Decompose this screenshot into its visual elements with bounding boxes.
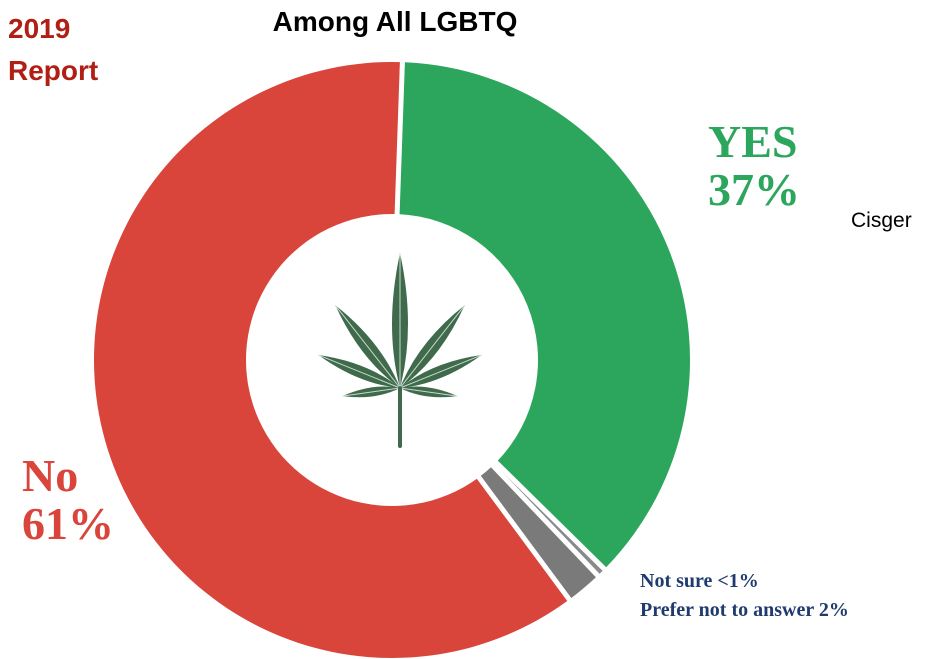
leaflet-vein	[399, 387, 458, 397]
minor-slices-label: Not sure <1% Prefer not to answer 2%	[640, 567, 849, 625]
no-label: No 61%	[22, 452, 114, 548]
slice-separator	[492, 459, 608, 573]
slice-no	[94, 62, 568, 658]
no-label-value: 61%	[22, 498, 114, 549]
leaflet-vein	[399, 354, 482, 389]
chart-title: Among All LGBTQ	[272, 6, 518, 37]
leaflet-vein	[399, 304, 466, 389]
slice-separator	[489, 462, 601, 579]
not-sure-label: Not sure <1%	[640, 570, 759, 592]
slice-yes	[398, 62, 691, 568]
prefer-not-label: Prefer not to answer 2%	[640, 599, 849, 621]
slice-separator	[475, 474, 573, 603]
yes-label: YES 37%	[708, 118, 800, 214]
leaflet-vein	[342, 387, 401, 397]
cannabis-leaf-icon	[318, 253, 482, 448]
donut-slices	[94, 60, 691, 658]
slice-not-sure	[493, 463, 603, 574]
side-note-text: Cisger	[851, 209, 912, 232]
report-year-label: 2019 Report	[8, 8, 98, 92]
slice-separator	[394, 60, 405, 217]
yes-label-value: 37%	[708, 164, 800, 215]
report-word: Report	[8, 55, 99, 86]
slice-prefer-not	[479, 466, 597, 599]
leaflet-vein	[318, 354, 401, 389]
report-year: 2019	[8, 13, 71, 44]
yes-label-name: YES	[708, 116, 798, 167]
no-label-name: No	[22, 450, 79, 501]
leaflet-vein	[334, 304, 401, 389]
